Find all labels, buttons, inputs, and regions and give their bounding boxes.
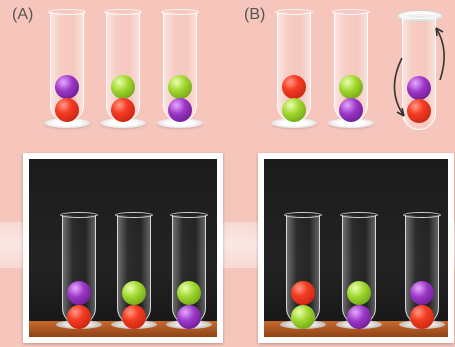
rotation-arrows-icon <box>393 27 445 117</box>
ball-purple <box>67 281 91 305</box>
photo-a <box>23 153 223 343</box>
photo-tube-b2 <box>340 212 378 325</box>
ball-green <box>291 305 315 329</box>
ball-purple <box>347 305 371 329</box>
tube-base <box>157 118 203 128</box>
ball-purple <box>410 281 434 305</box>
ball-red <box>282 75 306 99</box>
ball-red <box>407 99 431 123</box>
ball-green <box>168 75 192 99</box>
ball-red <box>122 305 146 329</box>
ball-red <box>67 305 91 329</box>
ball-purple <box>339 98 363 122</box>
ball-red <box>410 305 434 329</box>
ball-green <box>111 75 135 99</box>
ball-purple <box>55 75 79 99</box>
photo-tube-a1 <box>60 212 98 325</box>
tube-base <box>44 118 90 128</box>
ball-green <box>177 281 201 305</box>
ball-green <box>347 281 371 305</box>
ball-purple <box>407 76 431 100</box>
panel-b-label: (B) <box>244 6 266 23</box>
ball-purple <box>177 305 201 329</box>
ball-red <box>55 98 79 122</box>
photo-b-scene <box>264 159 448 337</box>
ball-green <box>339 75 363 99</box>
ball-purple <box>168 98 192 122</box>
ball-green <box>122 281 146 305</box>
ball-red <box>111 98 135 122</box>
photo-a-scene <box>29 159 217 337</box>
ball-red <box>291 281 315 305</box>
tube-base <box>271 118 317 128</box>
panel-a-label: (A) <box>12 6 34 23</box>
photo-b <box>258 153 454 343</box>
tube-base <box>100 118 146 128</box>
tube-base <box>328 118 374 128</box>
ball-green <box>282 98 306 122</box>
